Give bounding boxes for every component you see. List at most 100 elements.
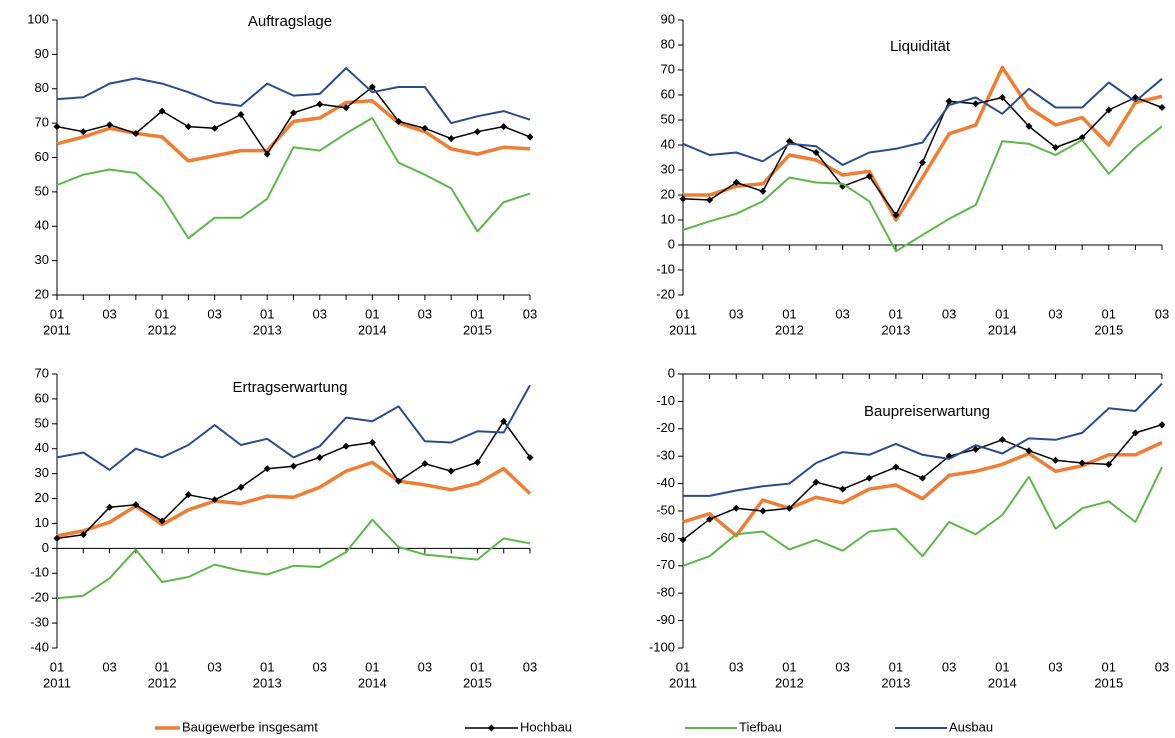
point-marker <box>945 97 953 105</box>
point-marker <box>211 124 219 132</box>
x-tick-label: 03 <box>523 306 537 321</box>
point-marker <box>1105 106 1113 114</box>
point-marker <box>1025 447 1033 455</box>
y-tick-label: 30 <box>661 161 675 176</box>
point-marker <box>1158 421 1166 429</box>
point-marker <box>473 128 481 136</box>
point-marker <box>919 474 926 482</box>
x-year-label: 2014 <box>988 322 1017 337</box>
x-tick-label: 03 <box>102 659 116 674</box>
y-tick-label: 40 <box>661 136 675 151</box>
point-marker <box>526 133 534 141</box>
y-tick-label: 0 <box>668 365 675 380</box>
x-tick-label: 03 <box>1048 659 1062 674</box>
x-tick-label: 01 <box>889 306 903 321</box>
x-tick-label: 03 <box>313 306 327 321</box>
x-tick-label: 01 <box>470 659 484 674</box>
x-year-label: 2013 <box>881 675 910 690</box>
point-marker <box>290 109 297 117</box>
point-marker <box>706 515 714 523</box>
y-tick-label: 90 <box>35 46 49 61</box>
chart-title: Auftragslage <box>248 13 332 30</box>
point-marker <box>237 483 245 491</box>
point-marker <box>919 159 926 166</box>
x-year-label: 2015 <box>463 322 492 337</box>
y-tick-label: 50 <box>35 415 49 430</box>
point-marker <box>263 150 271 158</box>
x-year-label: 2015 <box>1094 675 1123 690</box>
series-line <box>682 78 1163 166</box>
y-tick-label: 10 <box>661 211 675 226</box>
point-marker <box>526 453 534 461</box>
point-marker <box>368 83 376 91</box>
y-tick-label: 0 <box>42 540 49 555</box>
x-tick-label: 03 <box>835 306 849 321</box>
point-marker <box>839 485 847 493</box>
point-marker <box>368 439 376 446</box>
x-year-label: 2014 <box>988 675 1017 690</box>
chart-title: Baupreiserwartung <box>864 403 990 420</box>
point-marker <box>184 123 192 131</box>
x-tick-label: 01 <box>995 659 1009 674</box>
x-tick-label: 01 <box>1102 306 1116 321</box>
series-line <box>56 460 532 538</box>
x-year-label: 2015 <box>1094 322 1123 337</box>
y-tick-label: 20 <box>661 186 675 201</box>
y-tick-label: -90 <box>656 612 675 627</box>
x-tick-label: 01 <box>155 306 169 321</box>
y-tick-label: 80 <box>661 36 675 51</box>
x-tick-label: 01 <box>676 306 690 321</box>
y-tick-label: 10 <box>35 515 49 530</box>
x-tick-label: 03 <box>942 306 956 321</box>
chart-title: Ertragserwartung <box>232 379 347 396</box>
point-marker <box>342 104 350 112</box>
y-tick-label: -40 <box>30 639 49 654</box>
point-marker <box>1105 460 1113 468</box>
x-year-label: 2011 <box>669 675 697 690</box>
point-marker <box>759 187 767 195</box>
point-marker <box>500 417 508 425</box>
x-tick-label: 01 <box>889 659 903 674</box>
y-tick-label: -10 <box>656 261 675 276</box>
point-marker <box>421 124 429 132</box>
x-tick-label: 03 <box>207 659 221 674</box>
y-tick-label: 30 <box>35 465 49 480</box>
x-tick-label: 03 <box>207 306 221 321</box>
y-tick-label: -70 <box>656 557 675 572</box>
series-line <box>682 125 1163 253</box>
point-marker <box>679 195 687 203</box>
point-marker <box>500 123 508 131</box>
y-tick-label: 40 <box>35 440 49 455</box>
y-tick-label: 20 <box>35 286 49 301</box>
x-tick-label: 01 <box>995 306 1009 321</box>
point-marker <box>237 111 245 119</box>
point-marker <box>132 129 140 137</box>
y-tick-label: -20 <box>30 590 49 605</box>
point-marker <box>1078 459 1086 467</box>
x-year-label: 2012 <box>148 675 177 690</box>
x-year-label: 2014 <box>358 675 387 690</box>
point-marker <box>732 504 740 512</box>
point-marker <box>759 507 767 515</box>
y-tick-label: 70 <box>35 365 49 380</box>
point-marker <box>1158 104 1166 111</box>
legend-label: Ausbau <box>949 719 993 734</box>
y-tick-label: -60 <box>656 530 675 545</box>
y-tick-label: 50 <box>661 111 675 126</box>
point-marker <box>972 445 980 453</box>
point-marker <box>158 107 166 115</box>
y-tick-label: -30 <box>30 615 49 630</box>
y-tick-label: -50 <box>656 502 675 517</box>
point-marker <box>892 211 900 219</box>
point-marker <box>998 94 1006 101</box>
y-tick-label: 50 <box>35 183 49 198</box>
series-line <box>683 382 1163 497</box>
x-tick-label: 03 <box>313 659 327 674</box>
x-year-label: 2012 <box>148 322 177 337</box>
point-marker <box>79 531 87 539</box>
x-year-label: 2014 <box>358 322 387 337</box>
x-tick-label: 01 <box>676 659 690 674</box>
series-line <box>56 67 531 125</box>
point-marker <box>106 503 114 511</box>
